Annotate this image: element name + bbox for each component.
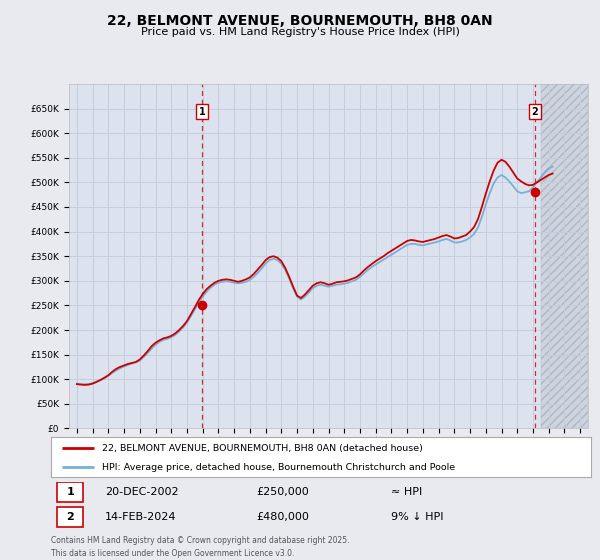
Bar: [541, 84, 588, 428]
Text: 1: 1: [67, 487, 74, 497]
Text: Contains HM Land Registry data © Crown copyright and database right 2025.
This d: Contains HM Land Registry data © Crown c…: [51, 536, 349, 558]
Text: Price paid vs. HM Land Registry's House Price Index (HPI): Price paid vs. HM Land Registry's House …: [140, 27, 460, 38]
Text: 20-DEC-2002: 20-DEC-2002: [105, 487, 179, 497]
Text: 14-FEB-2024: 14-FEB-2024: [105, 512, 176, 522]
Text: 22, BELMONT AVENUE, BOURNEMOUTH, BH8 0AN: 22, BELMONT AVENUE, BOURNEMOUTH, BH8 0AN: [107, 14, 493, 28]
Text: 1: 1: [199, 106, 206, 116]
Text: 2: 2: [532, 106, 538, 116]
Text: £250,000: £250,000: [256, 487, 309, 497]
Text: 22, BELMONT AVENUE, BOURNEMOUTH, BH8 0AN (detached house): 22, BELMONT AVENUE, BOURNEMOUTH, BH8 0AN…: [103, 444, 423, 452]
Text: 2: 2: [67, 512, 74, 522]
Bar: [58, 482, 83, 502]
Bar: [58, 507, 83, 528]
Text: £480,000: £480,000: [256, 512, 309, 522]
Text: 9% ↓ HPI: 9% ↓ HPI: [391, 512, 444, 522]
Text: HPI: Average price, detached house, Bournemouth Christchurch and Poole: HPI: Average price, detached house, Bour…: [103, 463, 455, 472]
Text: ≈ HPI: ≈ HPI: [391, 487, 422, 497]
